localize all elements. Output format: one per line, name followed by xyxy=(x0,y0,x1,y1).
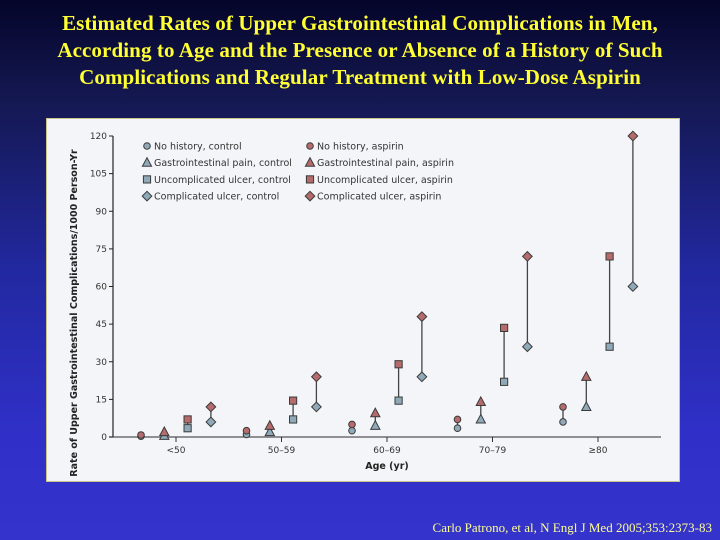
gi-pain-control-marker xyxy=(580,400,592,411)
x-tick-label: 50–59 xyxy=(268,446,296,456)
legend-item-aspirin: No history, aspirin xyxy=(317,142,404,153)
complicated-ulcer-control-marker xyxy=(205,416,217,428)
y-tick-label: 120 xyxy=(90,132,107,142)
no-history-control-marker xyxy=(559,418,567,426)
legend-triangle-icon xyxy=(141,156,153,167)
y-tick-label: 45 xyxy=(96,320,107,330)
uncomplicated-ulcer-aspirin-marker xyxy=(605,252,614,261)
x-tick-label: <50 xyxy=(167,446,186,456)
uncomplicated-ulcer-aspirin-marker xyxy=(183,415,192,424)
no-history-aspirin-marker xyxy=(137,431,145,439)
complicated-ulcer-aspirin-marker xyxy=(521,250,533,262)
complicated-ulcer-control-marker xyxy=(310,401,322,413)
uncomplicated-ulcer-control-marker xyxy=(183,424,192,433)
complicated-ulcer-aspirin-marker xyxy=(205,401,217,413)
legend: No history, control No history, aspirin Ga… xyxy=(141,142,454,203)
legend-square-icon xyxy=(305,175,315,184)
legend-item-control: No history, control xyxy=(154,142,242,153)
y-tick-label: 0 xyxy=(101,433,107,443)
no-history-control-marker xyxy=(348,426,356,435)
uncomplicated-ulcer-control-marker xyxy=(394,396,403,405)
y-tick-label: 30 xyxy=(96,358,108,368)
x-tick-label: 60–69 xyxy=(373,446,401,456)
y-tick-label: 75 xyxy=(96,245,107,255)
y-axis-title: Rate of Upper Gastrointestinal Complicat… xyxy=(69,149,80,477)
x-tick-label: ≥80 xyxy=(589,446,608,456)
y-tick-label: 90 xyxy=(96,207,108,217)
legend-circle-icon xyxy=(306,142,314,150)
legend-item-control: Gastrointestinal pain, control xyxy=(154,158,292,169)
uncomplicated-ulcer-aspirin-marker xyxy=(500,323,509,332)
complicated-ulcer-aspirin-marker xyxy=(310,371,322,383)
gi-pain-control-marker xyxy=(264,425,276,437)
complicated-ulcer-aspirin-marker xyxy=(627,130,639,142)
complicated-ulcer-control-marker xyxy=(627,280,639,293)
uncomplicated-ulcer-control-marker xyxy=(605,342,614,351)
no-history-aspirin-marker xyxy=(453,415,462,424)
gi-pain-aspirin-marker xyxy=(369,407,381,418)
gi-pain-aspirin-marker xyxy=(158,425,170,437)
no-history-control-marker xyxy=(453,424,462,433)
uncomplicated-ulcer-control-marker xyxy=(500,377,509,386)
slide-title-line-3: Complications and Regular Treatment with… xyxy=(79,65,641,89)
legend-item-aspirin: Gastrointestinal pain, aspirin xyxy=(317,158,454,169)
legend-diamond-icon xyxy=(141,190,153,202)
gi-pain-control-marker xyxy=(475,413,487,424)
uncomplicated-ulcer-control-marker xyxy=(289,415,298,424)
legend-item-aspirin: Complicated ulcer, aspirin xyxy=(317,192,441,203)
x-tick-label: 70–79 xyxy=(479,446,507,456)
complicated-ulcer-aspirin-marker xyxy=(416,311,428,323)
legend-diamond-icon xyxy=(304,190,316,202)
legend-item-control: Complicated ulcer, control xyxy=(154,192,279,203)
chart-svg: 0 15 30 45 60 75 90 105 120 <50 50–59 60–69 70–79 ≥80… xyxy=(69,130,661,477)
y-tick-label: 15 xyxy=(96,395,107,405)
chart-panel: 0 15 30 45 60 75 90 105 120 <50 50–59 60–69 70–79 ≥80… xyxy=(46,118,680,482)
y-tick-label: 105 xyxy=(90,170,107,180)
no-history-aspirin-marker xyxy=(242,426,251,435)
gi-pain-aspirin-marker xyxy=(475,395,487,406)
complicated-ulcer-control-marker xyxy=(521,341,533,353)
legend-square-icon xyxy=(142,175,152,184)
gi-pain-control-marker xyxy=(369,419,381,430)
complicated-ulcer-control-marker xyxy=(416,371,428,383)
legend-circle-icon xyxy=(143,142,151,150)
no-history-aspirin-marker xyxy=(348,420,356,429)
y-tick-label: 60 xyxy=(96,283,108,293)
gi-pain-aspirin-marker xyxy=(264,419,276,430)
x-axis-title: Age (yr) xyxy=(365,461,408,472)
gi-pain-aspirin-marker xyxy=(580,370,592,381)
legend-triangle-icon xyxy=(304,156,316,167)
citation: Carlo Patrono, et al, N Engl J Med 2005;… xyxy=(432,520,712,535)
axes: 0 15 30 45 60 75 90 105 120 <50 50–59 60–69 70–79 ≥80 xyxy=(90,132,661,456)
uncomplicated-ulcer-aspirin-marker xyxy=(289,396,298,405)
slide-title: Estimated Rates of Upper Gastrointestina… xyxy=(0,10,720,91)
legend-item-aspirin: Uncomplicated ulcer, aspirin xyxy=(317,175,453,186)
slide-title-line-2: According to Age and the Presence or Abs… xyxy=(57,38,663,62)
data-marks xyxy=(137,130,639,441)
slide-title-line-1: Estimated Rates of Upper Gastrointestina… xyxy=(62,11,658,35)
uncomplicated-ulcer-aspirin-marker xyxy=(394,360,403,369)
legend-item-control: Uncomplicated ulcer, control xyxy=(154,175,291,186)
no-history-aspirin-marker xyxy=(559,403,567,411)
